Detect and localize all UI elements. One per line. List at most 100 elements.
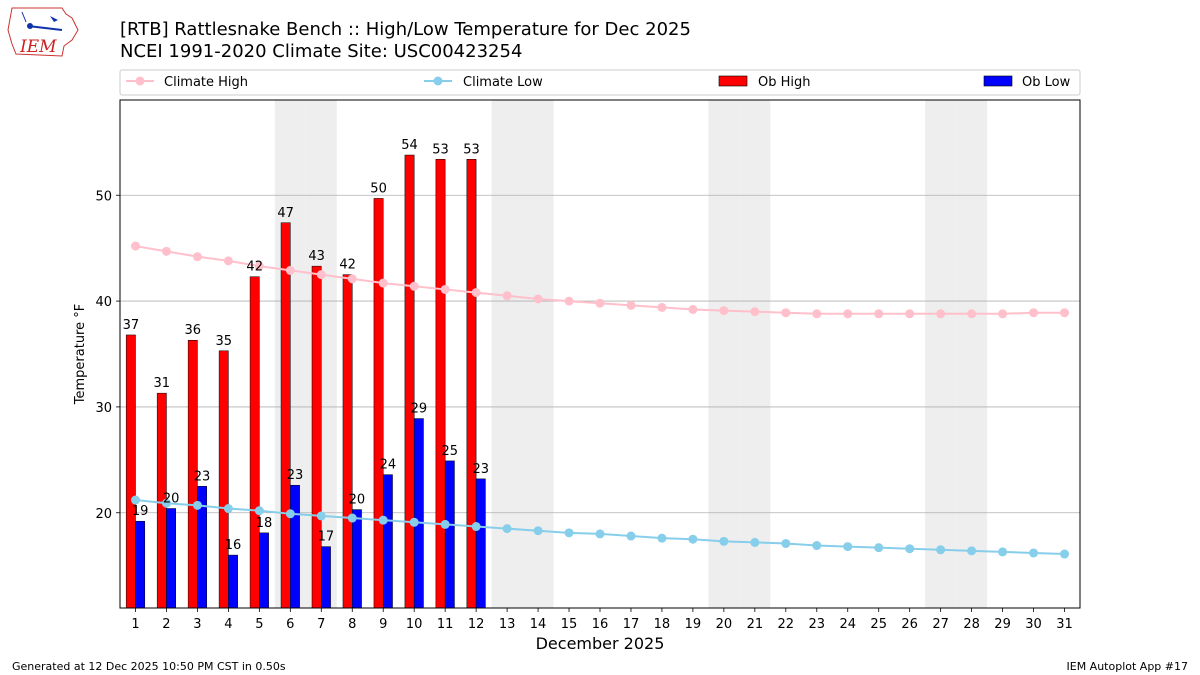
x-tick-label-4: 4	[224, 617, 232, 632]
point-climate-high-day-20	[719, 306, 729, 316]
bar-ob-low-day-6	[290, 484, 300, 609]
legend-item-climate-low: Climate Low	[424, 75, 543, 90]
label-ob-high-day-9: 50	[370, 181, 387, 196]
label-ob-low-day-4: 16	[225, 538, 242, 553]
x-tick-label-26: 26	[901, 617, 918, 632]
legend-label-ob-low: Ob Low	[1022, 75, 1071, 90]
point-climate-high-day-13	[502, 291, 512, 301]
x-tick-label-12: 12	[468, 617, 485, 632]
label-ob-high-day-6: 47	[277, 206, 294, 221]
chart-title-line1: [RTB] Rattlesnake Bench :: High/Low Temp…	[120, 19, 691, 40]
bar-ob-low-day-12	[475, 478, 486, 609]
point-climate-low-day-6	[285, 509, 295, 519]
point-climate-low-day-23	[812, 541, 822, 551]
point-climate-high-day-24	[843, 309, 853, 319]
point-climate-high-day-10	[409, 281, 419, 291]
bar-ob-high-day-10	[404, 154, 415, 609]
point-climate-high-day-29	[998, 309, 1008, 319]
footer-app: IEM Autoplot App #17	[1067, 660, 1189, 673]
point-climate-high-day-3	[192, 252, 202, 262]
y-axis-label: Temperature °F	[73, 304, 88, 405]
bar-ob-low-day-8	[352, 509, 362, 609]
x-tick-label-24: 24	[839, 617, 856, 632]
x-tick-label-5: 5	[255, 617, 263, 632]
point-climate-high-day-31	[1060, 308, 1070, 318]
point-climate-low-day-29	[998, 547, 1008, 557]
point-climate-high-day-5	[254, 261, 264, 271]
x-tick-label-16: 16	[592, 617, 609, 632]
point-climate-high-day-9	[378, 278, 388, 288]
point-climate-low-day-12	[471, 522, 481, 532]
legend-label-climate-high: Climate High	[164, 75, 248, 90]
x-tick-label-30: 30	[1025, 617, 1042, 632]
label-ob-low-day-6: 23	[287, 468, 304, 483]
bar-ob-high-day-8	[342, 274, 353, 609]
label-ob-high-day-10: 54	[401, 138, 418, 153]
legend-swatch-ob-high	[718, 75, 748, 87]
label-ob-low-day-12: 23	[473, 462, 490, 477]
point-climate-high-day-2	[161, 246, 171, 256]
point-climate-low-day-8	[347, 513, 357, 523]
weekend-band-day-27	[925, 100, 957, 608]
label-ob-low-day-10: 29	[411, 402, 428, 417]
x-tick-label-17: 17	[623, 617, 640, 632]
label-ob-high-day-8: 42	[339, 258, 356, 273]
label-ob-low-day-2: 20	[163, 492, 180, 507]
x-axis-label: December 2025	[536, 634, 665, 653]
x-tick-label-19: 19	[685, 617, 702, 632]
point-climate-low-day-28	[967, 546, 977, 556]
y-tick-label-20: 20	[95, 507, 112, 522]
label-ob-high-day-5: 42	[246, 260, 263, 275]
bar-ob-low-day-5	[259, 532, 269, 609]
bar-ob-high-day-1	[125, 334, 136, 609]
y-tick-label-40: 40	[95, 295, 112, 310]
label-ob-low-day-9: 24	[380, 458, 397, 473]
x-tick-label-21: 21	[747, 617, 764, 632]
point-climate-low-day-27	[936, 545, 946, 555]
label-ob-high-day-2: 31	[154, 376, 171, 391]
point-climate-low-day-1	[130, 495, 140, 505]
bar-ob-high-day-11	[435, 159, 446, 609]
x-tick-label-14: 14	[530, 617, 547, 632]
x-tick-label-10: 10	[406, 617, 423, 632]
point-climate-high-day-11	[440, 284, 450, 294]
bar-ob-high-day-4	[218, 350, 229, 609]
point-climate-low-day-26	[905, 544, 915, 554]
y-tick-label-50: 50	[95, 189, 112, 204]
bar-ob-low-day-11	[444, 460, 455, 609]
x-tick-label-18: 18	[654, 617, 671, 632]
label-ob-high-day-11: 53	[432, 142, 449, 157]
point-climate-low-day-15	[564, 528, 574, 538]
weekend-band-day-28	[956, 100, 988, 608]
point-climate-low-day-21	[750, 537, 760, 547]
point-climate-high-day-6	[285, 265, 295, 275]
label-ob-low-day-11: 25	[442, 444, 459, 459]
iem-logo: IEM	[7, 7, 79, 57]
x-tick-label-25: 25	[870, 617, 887, 632]
point-climate-high-day-23	[812, 309, 822, 319]
x-tick-label-1: 1	[131, 617, 139, 632]
label-ob-low-day-7: 17	[318, 530, 335, 545]
point-climate-low-day-13	[502, 524, 512, 534]
legend-item-climate-high: Climate High	[126, 75, 248, 90]
legend-label-climate-low: Climate Low	[463, 75, 543, 90]
point-climate-high-day-16	[595, 298, 605, 308]
point-climate-high-day-4	[223, 256, 233, 266]
label-ob-low-day-1: 19	[132, 504, 149, 519]
label-ob-high-day-12: 53	[463, 142, 480, 157]
point-climate-high-day-25	[874, 309, 884, 319]
label-ob-low-day-5: 18	[256, 516, 273, 531]
point-climate-low-day-9	[378, 515, 388, 525]
point-climate-high-day-1	[130, 241, 140, 251]
point-climate-low-day-25	[874, 543, 884, 553]
legend: Climate High Climate Low Ob High Ob Low	[119, 69, 1081, 96]
bar-ob-low-day-2	[166, 508, 176, 609]
weekend-band-day-14	[522, 100, 554, 608]
footer-generated: Generated at 12 Dec 2025 10:50 PM CST in…	[12, 660, 286, 673]
x-tick-label-22: 22	[778, 617, 795, 632]
x-tick-label-27: 27	[932, 617, 949, 632]
point-climate-low-day-3	[192, 500, 202, 510]
label-ob-high-day-3: 36	[185, 323, 202, 338]
legend-label-ob-high: Ob High	[758, 75, 811, 90]
